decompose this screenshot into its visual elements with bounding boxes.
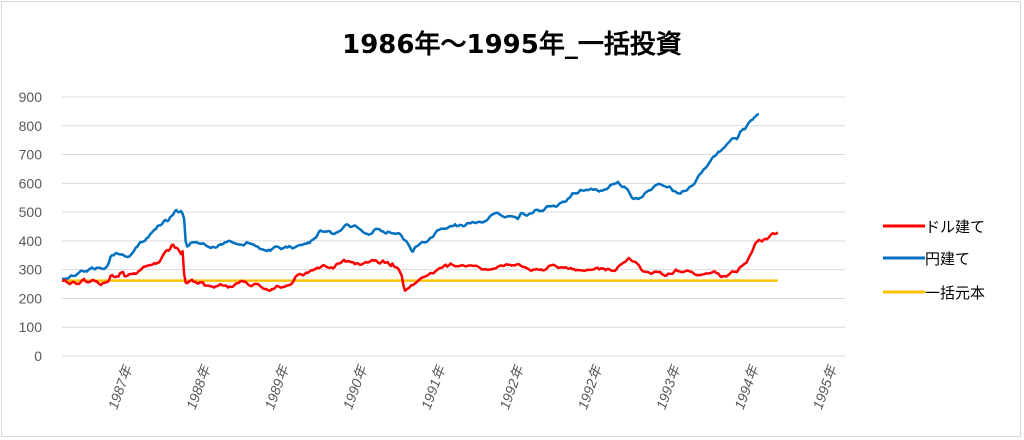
x-tick-label: 1991年 xyxy=(418,362,449,412)
x-tick-label: 1992年 xyxy=(574,362,605,412)
x-tick-label: 1990年 xyxy=(340,362,371,412)
series-lines xyxy=(61,112,779,292)
chart-title: 1986年～1995年_一括投資 xyxy=(342,30,682,60)
x-tick-label: 1987年 xyxy=(105,362,136,412)
x-tick: 1993年 xyxy=(653,362,684,412)
y-tick-label: 300 xyxy=(19,262,43,278)
x-tick-label: 1995年 xyxy=(809,362,840,412)
y-axis-ticks: 0 100 200 300 400 500 600 700 800 900 xyxy=(19,89,43,364)
y-tick-label: 0 xyxy=(34,348,42,364)
legend-label: ドル建て xyxy=(925,218,985,236)
legend-item: 円建て xyxy=(883,250,970,268)
x-tick: 1995年 xyxy=(809,362,840,412)
x-tick: 1988年 xyxy=(183,362,214,412)
x-tick: 1991年 xyxy=(418,362,449,412)
x-tick-label: 1994年 xyxy=(731,362,762,412)
x-tick: 1992年 xyxy=(496,362,527,412)
x-axis-ticks: 1987年 1988年 1989年 1990年 1991年 1992年 1992年 1993年… xyxy=(105,362,841,412)
x-tick: 1989年 xyxy=(261,362,292,412)
x-tick-label: 1993年 xyxy=(653,362,684,412)
y-tick-label: 800 xyxy=(19,118,43,134)
y-tick-label: 700 xyxy=(19,147,43,163)
x-tick: 1992年 xyxy=(574,362,605,412)
gridlines xyxy=(62,96,845,357)
y-tick-label: 600 xyxy=(19,175,43,191)
x-tick-label: 1989年 xyxy=(261,362,292,412)
series-line-0 xyxy=(61,231,779,292)
series-line-1 xyxy=(61,112,760,281)
x-tick: 1987年 xyxy=(105,362,136,412)
x-tick: 1994年 xyxy=(731,362,762,412)
x-tick: 1990年 xyxy=(340,362,371,412)
x-tick-label: 1988年 xyxy=(183,362,214,412)
legend-item: ドル建て xyxy=(883,218,985,236)
y-tick-label: 900 xyxy=(19,89,43,105)
x-tick-label: 1992年 xyxy=(496,362,527,412)
y-tick-label: 100 xyxy=(19,319,43,335)
legend-label: 一括元本 xyxy=(925,284,985,302)
y-tick-label: 400 xyxy=(19,233,43,249)
y-tick-label: 200 xyxy=(19,290,43,306)
legend-item: 一括元本 xyxy=(883,284,985,302)
legend-label: 円建て xyxy=(925,250,970,268)
y-tick-label: 500 xyxy=(19,204,43,220)
